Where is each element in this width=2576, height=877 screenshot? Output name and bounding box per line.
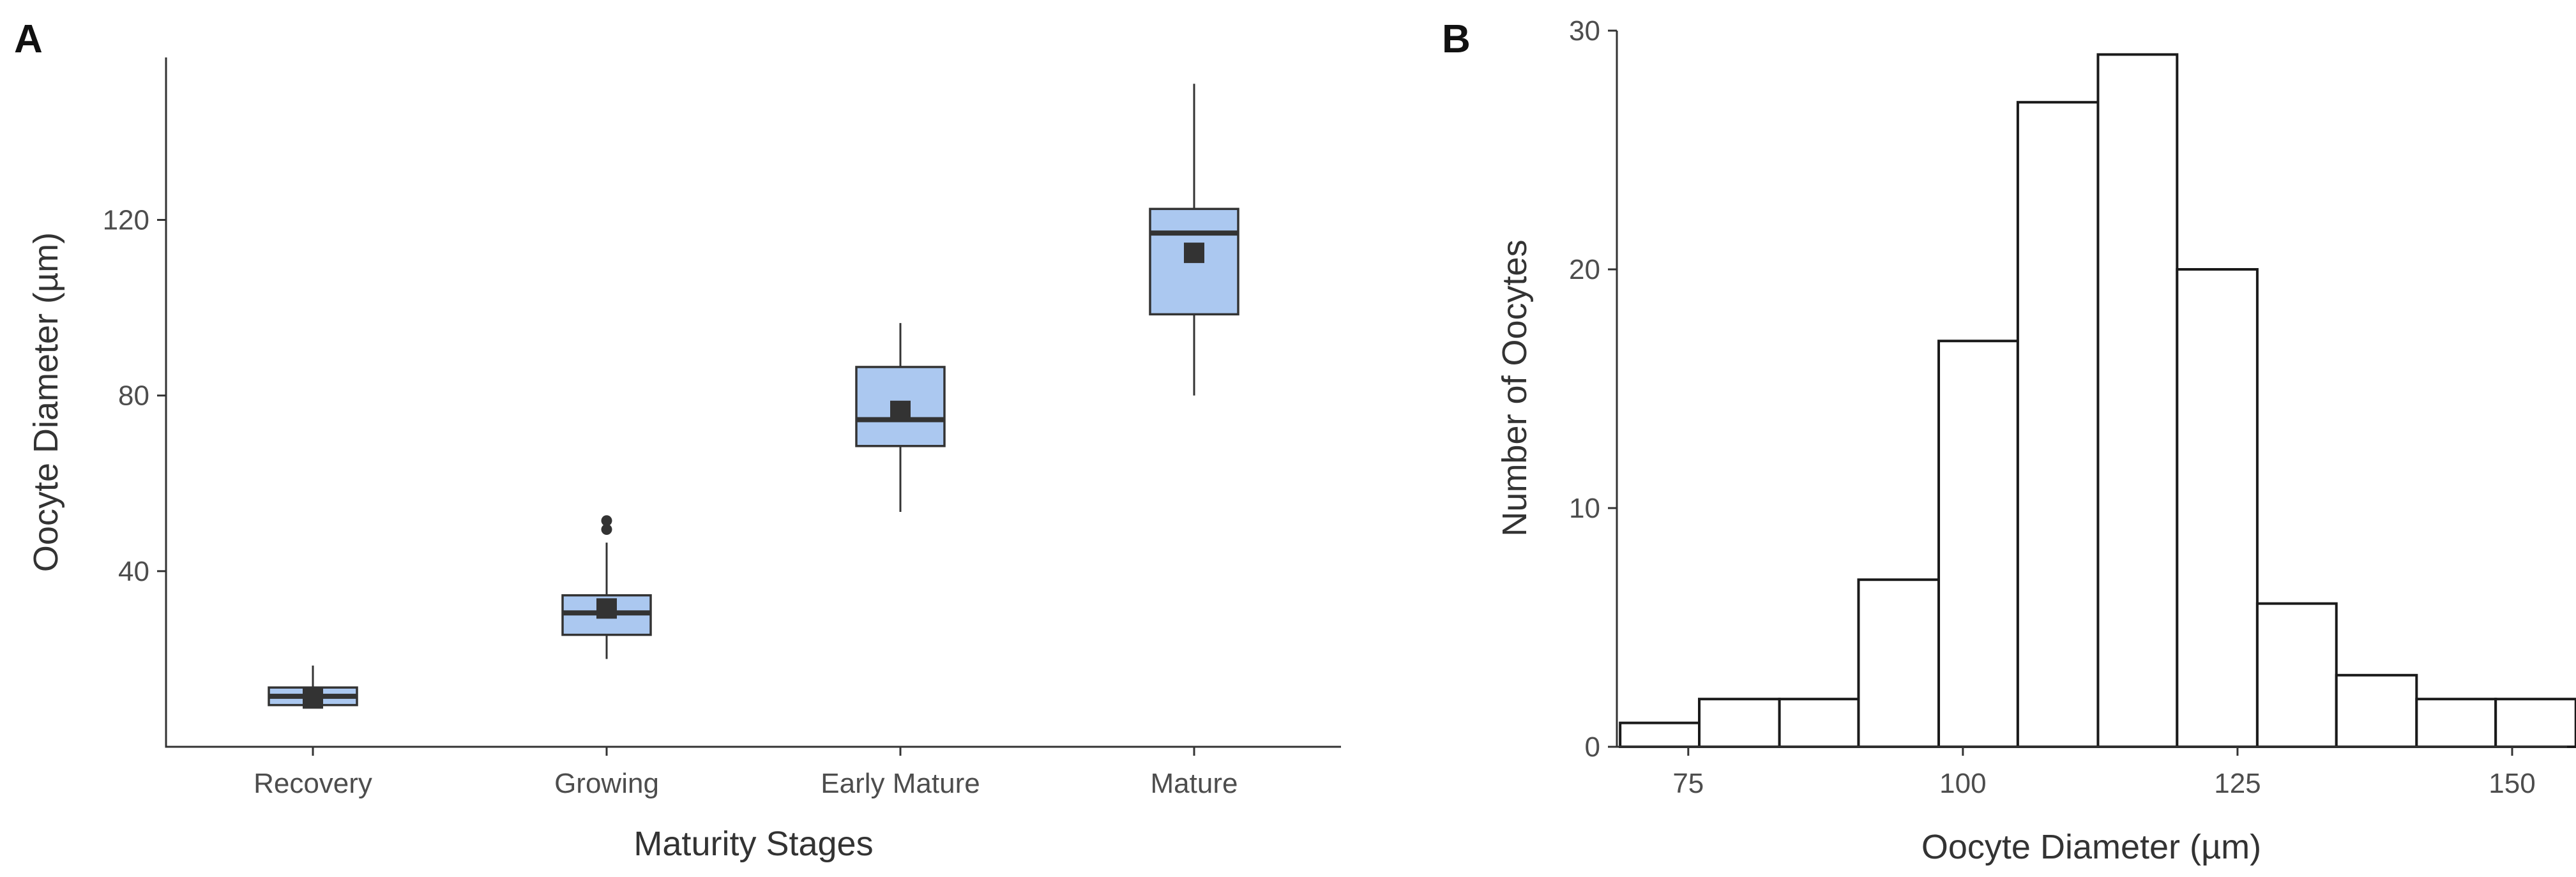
panel-b-x-tick-label: 125 bbox=[2214, 768, 2261, 799]
panel-b-y-tick-label: 30 bbox=[1569, 15, 1600, 47]
panel-b-x-tick-label: 100 bbox=[1939, 768, 1986, 799]
histogram-bar bbox=[2176, 268, 2259, 748]
histogram-bar bbox=[2415, 698, 2497, 748]
panel-b-y-axis-title: Number of Oocytes bbox=[1496, 239, 1534, 536]
panel-b-x-axis-title: Oocyte Diameter (µm) bbox=[1921, 828, 2261, 866]
panel-a-x-tick-label: Recovery bbox=[254, 768, 372, 799]
panel-b-x-tick-label: 75 bbox=[1672, 768, 1704, 799]
panel-b-y-tick-label: 0 bbox=[1585, 731, 1600, 763]
histogram-bar bbox=[2096, 53, 2179, 748]
histogram-bar bbox=[2255, 602, 2338, 748]
panel-a-x-tick-label: Early Mature bbox=[821, 768, 980, 799]
histogram-bar bbox=[1857, 578, 1941, 748]
panel-a-x-axis-title: Maturity Stages bbox=[633, 825, 873, 863]
histogram-bar bbox=[1698, 698, 1781, 748]
panel-b-y-ticks: 0 10 20 30 bbox=[1569, 15, 1617, 763]
histogram-bar bbox=[1778, 698, 1860, 748]
panel-a-boxplot: A 40 80 120 Recovery Growing Early Mature Mat… bbox=[14, 17, 1341, 863]
histogram-bar bbox=[2016, 101, 2100, 748]
panel-a-y-tick-label: 40 bbox=[118, 556, 149, 587]
panel-a-x-tick-label: Mature bbox=[1151, 768, 1238, 799]
histogram-bar bbox=[2335, 673, 2418, 749]
outlier-point bbox=[601, 515, 612, 527]
panel-a-y-tick-label: 80 bbox=[118, 380, 149, 412]
box-recovery bbox=[268, 665, 358, 709]
box-early-mature bbox=[855, 323, 946, 512]
histogram-bar bbox=[2494, 698, 2576, 748]
panel-b-y-tick-label: 20 bbox=[1569, 254, 1600, 285]
panel-a-x-ticks: Recovery Growing Early Mature Mature bbox=[254, 747, 1238, 799]
panel-a-y-tick-label: 120 bbox=[103, 205, 149, 236]
mean-marker bbox=[303, 688, 323, 709]
panel-a-y-axis-title: Oocyte Diameter (µm) bbox=[27, 232, 65, 572]
histogram-bar bbox=[1619, 721, 1701, 748]
outlier-point bbox=[601, 523, 612, 535]
panel-b-histogram: B 0 10 20 30 75 100 125 150 Oocyte Diameter (µ… bbox=[1442, 15, 2576, 866]
mean-marker bbox=[890, 400, 911, 421]
panel-b-bars bbox=[1619, 53, 2576, 749]
panel-a-y-ticks: 40 80 120 bbox=[103, 205, 166, 587]
box-growing bbox=[561, 515, 652, 659]
panel-b-x-ticks: 75 100 125 150 bbox=[1672, 747, 2536, 799]
panel-b-x-tick-label: 150 bbox=[2489, 768, 2535, 799]
mean-marker bbox=[1184, 243, 1204, 264]
histogram-bar bbox=[1937, 340, 2019, 748]
panel-b-label: B bbox=[1442, 17, 1471, 61]
box-mature bbox=[1149, 84, 1239, 396]
mean-marker bbox=[596, 598, 617, 619]
panel-a-x-tick-label: Growing bbox=[554, 768, 659, 799]
panel-b-y-tick-label: 10 bbox=[1569, 493, 1600, 524]
panel-a-boxes bbox=[268, 84, 1239, 709]
panel-a-label: A bbox=[14, 17, 43, 61]
